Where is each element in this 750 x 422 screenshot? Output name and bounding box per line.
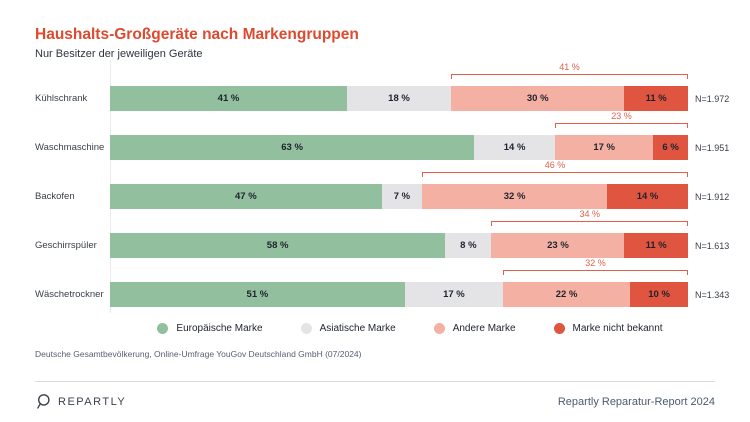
brand-name: REPARTLY xyxy=(58,395,127,408)
bracket-value: 32 % xyxy=(585,258,606,268)
bar-track: 23 % 63 % 14 % 17 % 6 % xyxy=(110,111,688,160)
stacked-bar: 63 % 14 % 17 % 6 % xyxy=(110,135,688,160)
sample-size-label: N=1.343 xyxy=(695,289,730,300)
bar-track: 32 % 51 % 17 % 22 % 10 % xyxy=(110,258,688,307)
chart-row: Kühlschrank 41 % 41 % 18 % 30 % 11 % N=1.972 xyxy=(35,62,750,111)
page-title: Haushalts-Großgeräte nach Markengruppen xyxy=(35,26,359,43)
bracket-value: 34 % xyxy=(579,209,600,219)
bar-segment: 11 % xyxy=(624,86,688,111)
legend-color-dot xyxy=(157,323,169,334)
legend-label: Europäische Marke xyxy=(176,323,263,334)
bracket-value: 46 % xyxy=(544,160,566,170)
bar-segment: 14 % xyxy=(607,184,688,209)
bar-segment: 22 % xyxy=(503,282,631,307)
source-note: Deutsche Gesamtbevölkerung, Online-Umfra… xyxy=(35,349,362,359)
chart-row: Backofen 46 % 47 % 7 % 32 % 14 % N=1.912 xyxy=(35,160,750,209)
bar-segment: 41 % xyxy=(110,86,347,111)
bracket-annotation: 34 % xyxy=(491,209,688,226)
stacked-bar: 47 % 7 % 32 % 14 % xyxy=(110,184,688,209)
bar-segment: 6 % xyxy=(653,135,688,160)
sample-size-label: N=1.613 xyxy=(695,240,730,251)
legend-label: Asiatische Marke xyxy=(319,323,396,334)
report-label: Repartly Reparatur-Report 2024 xyxy=(557,395,715,408)
bar-segment: 58 % xyxy=(110,233,446,258)
bracket-annotation: 41 % xyxy=(451,62,688,79)
legend-item: Asiatische Marke xyxy=(300,323,396,334)
page-footer: REPARTLY Repartly Reparatur-Report 2024 xyxy=(0,382,750,410)
legend-color-dot xyxy=(553,323,565,334)
repartly-logo-icon xyxy=(35,393,51,410)
sample-size-label: N=1.912 xyxy=(695,191,730,202)
chart-row: Waschmaschine 23 % 63 % 14 % 17 % 6 % N=1.951 xyxy=(35,111,750,160)
bar-segment: 11 % xyxy=(624,233,688,258)
bar-segment: 18 % xyxy=(346,86,451,111)
bracket-annotation: 32 % xyxy=(503,258,688,275)
bracket-value: 41 % xyxy=(559,62,580,72)
bracket-value: 23 % xyxy=(611,111,632,121)
legend-item: Europäische Marke xyxy=(157,323,263,334)
bar-segment: 10 % xyxy=(630,282,688,307)
bracket-annotation: 23 % xyxy=(555,111,688,128)
bracket-annotation: 46 % xyxy=(422,160,688,177)
category-label: Geschirrspüler xyxy=(35,240,97,251)
category-label: Kühlschrank xyxy=(35,93,88,104)
legend-color-dot xyxy=(300,323,312,334)
bar-segment: 30 % xyxy=(451,86,625,111)
bar-segment: 47 % xyxy=(110,184,382,209)
legend-label: Andere Marke xyxy=(452,323,516,334)
chart-row: Geschirrspüler 34 % 58 % 8 % 23 % 11 % N=1.613 xyxy=(35,209,750,258)
page-subtitle: Nur Besitzer der jeweiligen Geräte xyxy=(35,48,203,60)
footer-divider xyxy=(35,381,715,382)
category-label: Wäschetrockner xyxy=(35,289,104,300)
bracket-line xyxy=(451,74,688,79)
bar-segment: 17 % xyxy=(555,135,654,160)
bar-segment: 32 % xyxy=(422,184,608,209)
bar-segment: 63 % xyxy=(110,135,475,160)
category-label: Backofen xyxy=(35,191,75,202)
chart-legend: Europäische Marke Asiatische Marke Andere … xyxy=(0,323,750,334)
bar-segment: 7 % xyxy=(381,184,423,209)
stacked-bar: 58 % 8 % 23 % 11 % xyxy=(110,233,688,258)
stacked-bar: 51 % 17 % 22 % 10 % xyxy=(110,282,688,307)
chart-header: Haushalts-Großgeräte nach Markengruppen … xyxy=(0,0,750,61)
bracket-line xyxy=(422,172,688,177)
category-label: Waschmaschine xyxy=(35,142,105,153)
bracket-line xyxy=(503,270,688,275)
legend-label: Marke nicht bekannt xyxy=(572,323,663,334)
legend-color-dot xyxy=(433,323,445,334)
bracket-line xyxy=(491,221,688,226)
sample-size-label: N=1.951 xyxy=(695,142,730,153)
bar-segment: 51 % xyxy=(110,282,405,307)
bar-track: 46 % 47 % 7 % 32 % 14 % xyxy=(110,160,688,209)
legend-item: Andere Marke xyxy=(433,323,516,334)
bracket-line xyxy=(555,123,688,128)
bar-segment: 17 % xyxy=(404,282,504,307)
legend-item: Marke nicht bekannt xyxy=(553,323,663,334)
bar-segment: 23 % xyxy=(491,233,625,258)
chart-row: Wäschetrockner 32 % 51 % 17 % 22 % 10 % N=1.34… xyxy=(35,258,750,307)
stacked-bar: 41 % 18 % 30 % 11 % xyxy=(110,86,688,111)
brand-logo: REPARTLY xyxy=(35,393,126,410)
sample-size-label: N=1.972 xyxy=(695,93,730,104)
bar-segment: 14 % xyxy=(474,135,556,160)
bar-segment: 8 % xyxy=(445,233,492,258)
bar-track: 34 % 58 % 8 % 23 % 11 % xyxy=(110,209,688,258)
chart-area: Kühlschrank 41 % 41 % 18 % 30 % 11 % N=1.972 Wa… xyxy=(0,62,750,307)
bar-track: 41 % 41 % 18 % 30 % 11 % xyxy=(110,62,688,111)
